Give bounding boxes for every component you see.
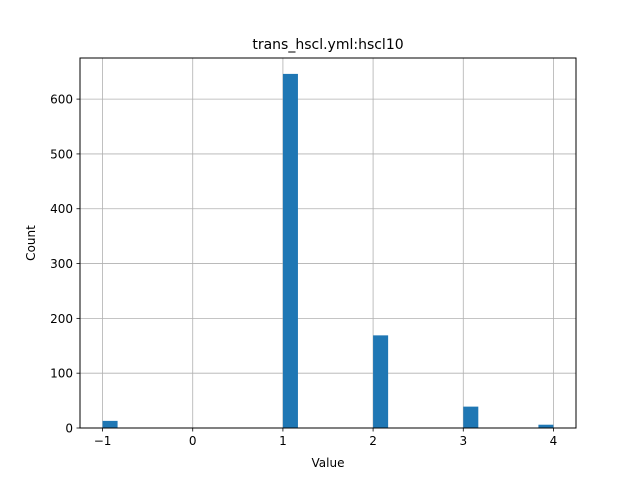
y-tick-label: 500: [50, 147, 73, 161]
y-tick-label: 300: [50, 257, 73, 271]
x-tick-label: −1: [94, 434, 112, 448]
x-tick-label: 0: [189, 434, 197, 448]
y-tick-label: 600: [50, 93, 73, 107]
y-axis: 0 100 200 300 400 500 600: [50, 93, 80, 436]
bars: [102, 73, 554, 428]
histogram-bar: [463, 406, 479, 428]
y-tick-label: 100: [50, 367, 73, 381]
x-tick-label: 3: [459, 434, 467, 448]
histogram-bar: [538, 424, 554, 428]
histogram-bar: [373, 335, 389, 428]
histogram-bar: [102, 420, 118, 428]
y-axis-label: Count: [24, 225, 38, 261]
histogram-bar: [282, 73, 298, 428]
x-tick-label: 1: [279, 434, 287, 448]
y-tick-label: 200: [50, 312, 73, 326]
x-tick-label: 4: [550, 434, 558, 448]
y-tick-label: 0: [65, 422, 73, 436]
plot-frame: [79, 57, 577, 429]
x-tick-label: 2: [369, 434, 377, 448]
x-axis-label: Value: [312, 456, 345, 470]
x-axis: −1 0 1 2 3 4: [94, 428, 558, 448]
chart-title: trans_hscl.yml:hscl10: [252, 37, 403, 53]
y-tick-label: 400: [50, 202, 73, 216]
